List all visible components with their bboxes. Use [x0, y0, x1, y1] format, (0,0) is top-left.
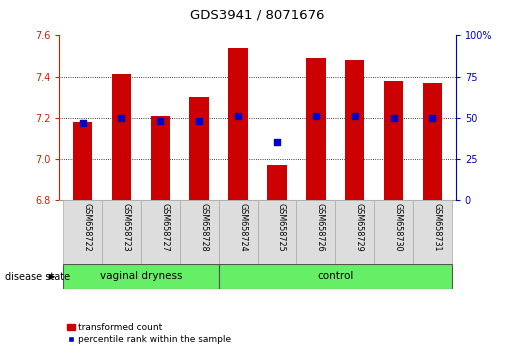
Bar — [423, 83, 442, 200]
Bar — [63, 200, 102, 264]
Bar — [219, 200, 258, 264]
Text: GSM658726: GSM658726 — [316, 202, 325, 251]
Bar — [345, 60, 365, 200]
Point — [312, 113, 320, 119]
Bar — [306, 58, 325, 200]
Bar — [267, 165, 287, 200]
Text: GDS3941 / 8071676: GDS3941 / 8071676 — [190, 9, 325, 22]
Text: disease state: disease state — [5, 272, 70, 282]
Bar — [112, 74, 131, 200]
Bar — [374, 200, 413, 264]
Text: GSM658729: GSM658729 — [355, 202, 364, 251]
Point — [428, 115, 437, 120]
Text: GSM658722: GSM658722 — [82, 202, 92, 251]
Point — [78, 120, 87, 125]
Text: GSM658730: GSM658730 — [393, 202, 403, 251]
Point — [195, 118, 203, 124]
Bar — [219, 264, 452, 289]
Bar — [413, 200, 452, 264]
Point — [234, 113, 242, 119]
Bar — [180, 200, 219, 264]
Text: vaginal dryness: vaginal dryness — [99, 271, 182, 281]
Text: GSM658731: GSM658731 — [433, 202, 441, 251]
Bar — [150, 116, 170, 200]
Bar — [258, 200, 296, 264]
Point — [389, 115, 398, 120]
Text: GSM658724: GSM658724 — [238, 202, 247, 251]
Bar — [335, 200, 374, 264]
Text: GSM658728: GSM658728 — [199, 202, 208, 251]
Bar — [73, 122, 92, 200]
Point — [117, 115, 126, 120]
Bar — [384, 81, 403, 200]
Bar — [141, 200, 180, 264]
Legend: transformed count, percentile rank within the sample: transformed count, percentile rank withi… — [64, 320, 235, 348]
Text: GSM658723: GSM658723 — [122, 202, 130, 251]
Bar — [296, 200, 335, 264]
Text: GSM658725: GSM658725 — [277, 202, 286, 251]
Point — [273, 139, 281, 145]
Bar — [102, 200, 141, 264]
Bar — [228, 48, 248, 200]
Point — [351, 113, 359, 119]
Bar — [190, 97, 209, 200]
Point — [156, 118, 164, 124]
Text: control: control — [317, 271, 353, 281]
Bar — [63, 264, 219, 289]
Text: GSM658727: GSM658727 — [160, 202, 169, 251]
